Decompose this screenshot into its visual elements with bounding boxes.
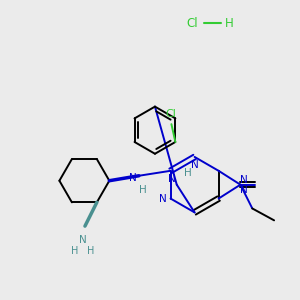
- Text: N: N: [79, 235, 87, 245]
- Text: N: N: [191, 160, 199, 170]
- Text: N: N: [129, 173, 137, 183]
- Text: N: N: [168, 174, 176, 184]
- Text: N: N: [159, 194, 167, 203]
- Text: H: H: [225, 17, 234, 30]
- Text: Cl: Cl: [187, 17, 198, 30]
- Text: H: H: [139, 184, 147, 195]
- Text: H: H: [184, 168, 191, 178]
- Text: H: H: [87, 246, 94, 256]
- Text: H: H: [71, 246, 79, 256]
- Text: Cl: Cl: [165, 109, 176, 119]
- Text: N: N: [241, 184, 248, 195]
- Text: N: N: [241, 175, 248, 185]
